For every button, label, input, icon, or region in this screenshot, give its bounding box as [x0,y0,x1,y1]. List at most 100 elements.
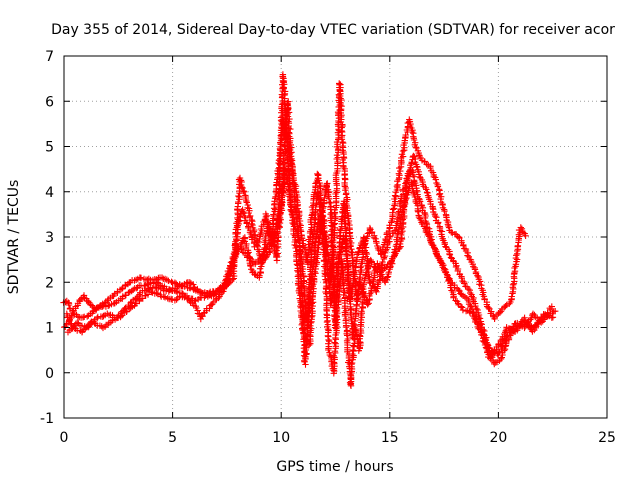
data-point [274,237,281,244]
data-point [233,233,240,240]
data-point [345,290,352,297]
track-2 [60,80,529,322]
data-point [229,260,236,267]
data-point [118,285,126,293]
data-point [337,227,344,234]
data-point [168,278,175,285]
data-point [206,305,213,312]
data-point [221,283,229,290]
data-point [342,323,350,331]
data-point [267,226,274,233]
data-point [332,213,339,220]
data-point [293,261,301,268]
data-point [165,277,172,284]
chart-title: Day 355 of 2014, Sidereal Day-to-day VTE… [51,22,615,38]
data-point [335,91,343,98]
data-point [245,249,252,256]
data-point [292,244,299,252]
data-point [366,278,373,286]
data-point [68,321,75,328]
data-point [277,139,284,146]
data-point [210,292,217,299]
data-point [424,231,432,239]
data-point [276,190,283,197]
data-point [274,250,281,257]
data-point [552,308,559,315]
data-point [276,156,283,164]
data-point [467,289,474,297]
data-point [508,293,515,300]
data-point [341,312,349,320]
data-point [447,284,454,291]
data-point [280,85,287,92]
data-point [384,274,391,281]
data-point [388,258,395,265]
data-point [472,302,479,310]
data-point [479,337,487,345]
data-point [310,273,318,280]
data-point [438,259,445,266]
data-point [548,303,555,310]
data-point [319,240,326,248]
data-point [325,346,332,354]
data-point [324,251,331,258]
data-point [162,287,170,295]
data-point [497,355,505,363]
y-tick-label: 0 [45,366,54,382]
data-point [374,260,381,267]
data-point [412,144,419,151]
data-point [389,206,397,213]
data-point [406,168,413,175]
data-point [410,136,418,144]
data-point [476,278,484,285]
data-point [475,313,482,321]
x-tick-labels: 0 5 10 15 20 25 [60,430,616,446]
data-point [549,314,557,321]
data-point [319,204,326,212]
data-point [427,164,434,172]
y-tick-label: 7 [45,49,54,65]
data-point [337,118,345,126]
data-point [308,313,315,321]
data-point [517,224,524,231]
data-point [342,191,350,198]
data-point [322,264,329,272]
data-point [413,144,420,152]
data-point [307,319,314,327]
data-point [186,279,193,286]
data-point [199,313,206,320]
data-point [350,320,357,328]
data-point [263,212,270,219]
data-point [413,163,420,170]
data-point [327,222,335,229]
data-point [344,260,351,267]
data-point [482,344,490,351]
data-point [259,251,267,258]
data-point [337,81,344,88]
data-point [308,300,315,307]
data-point [160,293,167,300]
data-point [62,298,69,306]
x-tick-label: 25 [598,430,616,446]
data-point [423,186,430,193]
data-point [342,187,349,194]
data-point [318,212,325,219]
data-point [458,291,465,298]
data-point [282,116,289,123]
data-point [330,352,337,359]
data-point [522,232,529,239]
data-point [480,338,488,346]
data-point [461,280,468,287]
data-point [80,326,87,333]
data-point [511,264,518,272]
data-point [274,232,282,240]
data-point [457,303,465,310]
data-point [238,183,245,191]
y-tick-label: 4 [45,185,54,201]
data-point [281,99,288,107]
data-point [326,199,333,206]
data-point [251,271,258,278]
data-point [69,309,77,317]
data-point [502,303,509,310]
